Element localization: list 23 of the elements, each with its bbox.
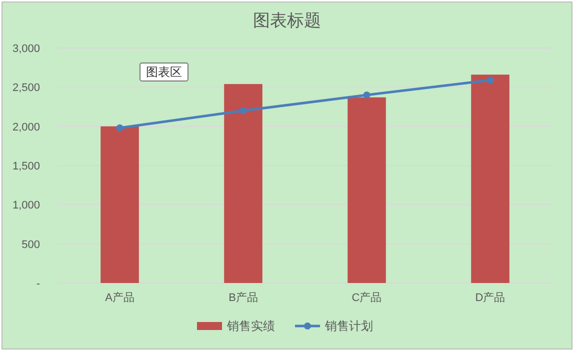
point xyxy=(363,92,370,98)
x-tick-label: D产品 xyxy=(475,291,506,304)
point xyxy=(116,124,124,132)
x-tick-label: C产品 xyxy=(352,291,382,304)
x-tick-label: B产品 xyxy=(228,291,258,304)
y-tick-label: 500 xyxy=(22,238,40,251)
y-tick-label: - xyxy=(36,278,40,290)
y-tick-label: 3,000 xyxy=(12,43,40,55)
point xyxy=(240,107,247,114)
chart-title: 图表标题 xyxy=(253,11,321,30)
y-tick-label: 2,000 xyxy=(12,121,40,134)
bar xyxy=(471,74,510,283)
bar xyxy=(100,126,139,283)
x-tick-label: A产品 xyxy=(105,291,134,304)
legend-label: 销售计划 xyxy=(324,319,373,333)
y-tick-label: 1,500 xyxy=(12,160,40,172)
annotation: 图表区 xyxy=(146,65,182,79)
legend-label: 销售实绩 xyxy=(226,319,275,333)
bar xyxy=(224,84,262,283)
point xyxy=(486,76,494,84)
y-tick-label: 2,500 xyxy=(12,82,40,94)
y-tick-label: 1,000 xyxy=(12,200,40,212)
bar xyxy=(348,97,386,283)
